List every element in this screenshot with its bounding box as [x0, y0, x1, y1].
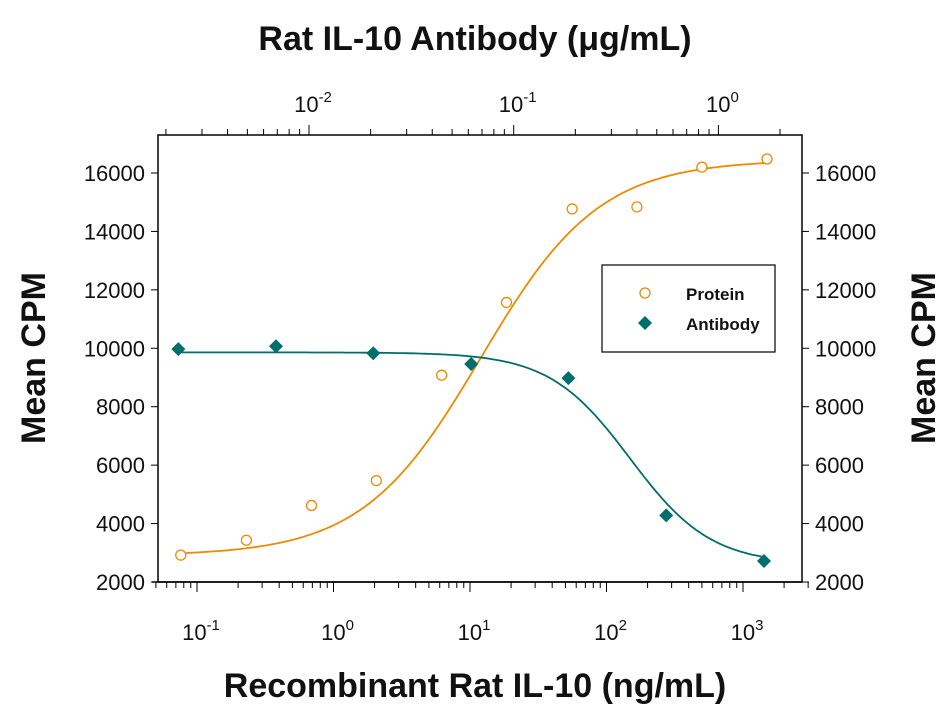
y-tick-label-left: 14000	[84, 219, 145, 244]
x-tick-label-top: 10-2	[294, 89, 332, 117]
protein-data-point	[305, 499, 318, 512]
protein-data-point	[631, 201, 643, 213]
y-tick-label-right: 14000	[815, 219, 876, 244]
protein-data-point	[436, 369, 448, 381]
protein-data-point	[500, 296, 513, 309]
legend-protein-label: Protein	[686, 285, 745, 304]
antibody-fit-curve	[178, 351, 765, 558]
y-tick-label-left: 16000	[84, 161, 145, 186]
protein-data-point	[370, 474, 382, 487]
x-tick-label-top: 10-1	[499, 89, 537, 117]
protein-data-point	[761, 153, 773, 165]
legend-antibody-marker	[638, 316, 652, 330]
protein-data-point	[175, 549, 187, 561]
top-x-axis-title: Rat IL-10 Antibody (μg/mL)	[258, 20, 691, 58]
antibody-data-point	[269, 339, 284, 354]
y-tick-label-right: 10000	[815, 336, 876, 361]
bottom-x-axis-title: Recombinant Rat IL-10 (ng/mL)	[224, 667, 726, 705]
x-tick-label-bottom: 100	[321, 617, 354, 645]
y-tick-label-right: 16000	[815, 161, 876, 186]
legend-antibody-label: Antibody	[686, 315, 760, 334]
antibody-data-point	[171, 342, 186, 357]
x-tick-label-bottom: 103	[731, 617, 764, 645]
y-tick-label-right: 4000	[815, 512, 864, 537]
legend-protein-marker	[639, 287, 651, 299]
antibody-data-point	[756, 553, 771, 568]
protein-data-point	[240, 534, 253, 546]
legend-box	[601, 264, 776, 353]
antibody-data-point	[464, 357, 479, 372]
y-tick-label-left: 4000	[96, 512, 145, 537]
x-tick-label-bottom: 101	[458, 617, 491, 645]
y-tick-label-left: 8000	[96, 395, 145, 420]
antibody-data-point	[659, 508, 674, 523]
y-tick-label-right: 6000	[815, 453, 864, 478]
left-y-axis-title: Mean CPM	[15, 272, 53, 444]
x-tick-label-bottom: 102	[594, 617, 627, 645]
protein-fit-curve	[180, 162, 768, 555]
y-tick-label-right: 2000	[815, 570, 864, 595]
legend: Protein Antibody	[601, 264, 776, 353]
y-tick-label-left: 10000	[84, 336, 145, 361]
y-tick-label-left: 2000	[96, 570, 145, 595]
y-tick-label-right: 12000	[815, 278, 876, 303]
x-tick-label-bottom: 10-1	[182, 617, 220, 645]
y-tick-label-right: 8000	[815, 395, 864, 420]
antibody-data-point	[561, 371, 576, 386]
protein-data-point	[696, 161, 708, 173]
x-tick-label-top: 100	[706, 89, 739, 117]
y-tick-label-left: 12000	[84, 278, 145, 303]
protein-data-point	[566, 203, 578, 215]
y-tick-label-left: 6000	[96, 453, 145, 478]
antibody-data-point	[366, 346, 381, 361]
right-y-axis-title: Mean CPM	[905, 272, 943, 444]
